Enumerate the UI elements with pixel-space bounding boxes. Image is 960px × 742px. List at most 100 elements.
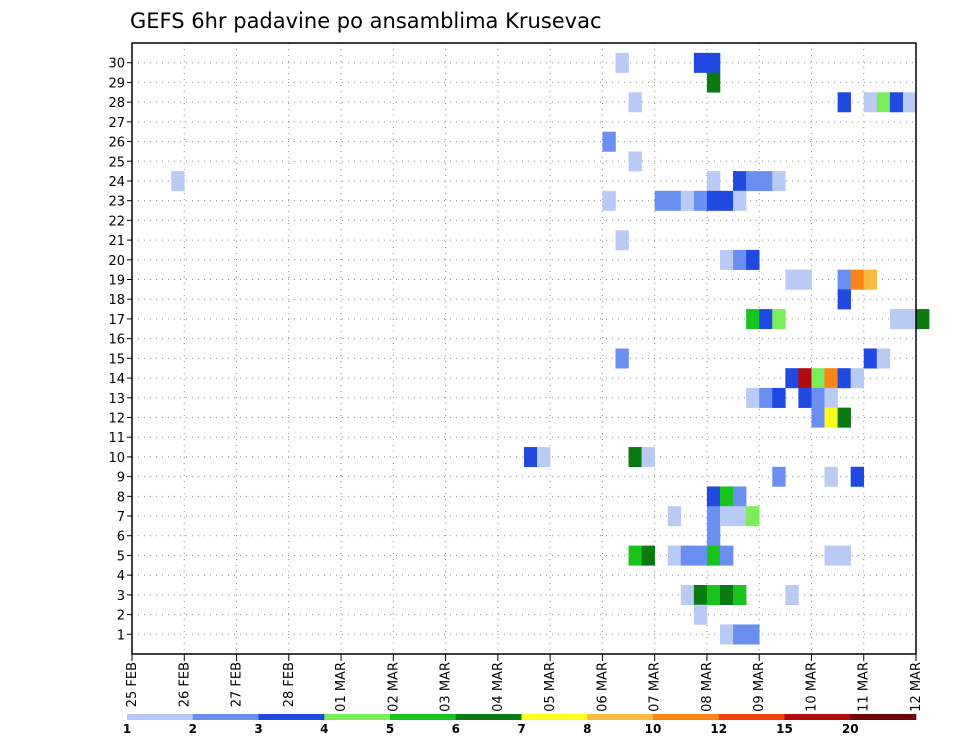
y-tick-label: 10 — [108, 451, 125, 466]
y-tick-label: 8 — [117, 490, 125, 505]
data-cell — [746, 387, 760, 408]
data-cell — [759, 387, 773, 408]
y-tick-label: 29 — [108, 76, 125, 91]
x-tick-label: 11 MAR — [857, 662, 872, 712]
data-cell — [863, 92, 878, 113]
data-cell — [889, 92, 904, 113]
y-tick-label: 7 — [117, 510, 125, 525]
data-cell — [720, 624, 734, 645]
y-tick-label: 2 — [117, 609, 125, 624]
x-tick-label: 08 MAR — [700, 662, 715, 712]
y-tick-label: 21 — [108, 234, 125, 249]
y-tick-label: 20 — [108, 254, 125, 269]
data-cell — [628, 447, 642, 468]
data-cell — [746, 506, 760, 527]
legend-label: 2 — [189, 722, 197, 736]
data-cell — [837, 368, 851, 389]
y-tick-label: 27 — [108, 116, 125, 131]
data-cell — [693, 545, 708, 566]
data-cell — [824, 545, 838, 566]
data-cell — [798, 269, 812, 290]
data-cell — [811, 387, 825, 408]
grid-lines — [132, 43, 916, 654]
x-tick-label: 03 MAR — [439, 662, 454, 712]
x-tick-label: 07 MAR — [648, 662, 663, 712]
y-tick-label: 14 — [108, 372, 125, 387]
legend-label: 15 — [776, 722, 793, 736]
data-cell — [733, 171, 747, 192]
data-cell — [524, 447, 538, 468]
y-tick-label: 28 — [108, 96, 125, 111]
legend-label: 12 — [710, 722, 727, 736]
y-tick-label: 15 — [108, 352, 125, 367]
y-tick-label: 11 — [108, 431, 125, 446]
data-cell — [693, 604, 708, 625]
data-cell — [824, 407, 838, 428]
data-cell — [706, 585, 721, 606]
x-tick-label: 10 MAR — [804, 662, 819, 712]
data-cell — [824, 466, 838, 487]
legend-label: 3 — [254, 722, 262, 736]
data-cell — [733, 585, 747, 606]
y-tick-label: 12 — [108, 411, 125, 426]
y-tick-label: 23 — [108, 195, 125, 210]
data-cell — [667, 545, 682, 566]
legend-swatch — [455, 714, 522, 720]
data-cell — [798, 368, 812, 389]
data-cell — [693, 585, 708, 606]
legend-swatch — [192, 714, 259, 720]
data-cell — [693, 52, 708, 73]
y-tick-label: 16 — [108, 333, 125, 348]
legend-swatch — [784, 714, 851, 720]
y-tick-label: 1 — [117, 628, 125, 643]
data-cell — [706, 545, 721, 566]
data-cell — [720, 190, 734, 211]
legend-label: 10 — [645, 722, 662, 736]
y-tick-label: 17 — [108, 313, 125, 328]
x-tick-label: 06 MAR — [595, 662, 610, 712]
data-cell — [785, 368, 799, 389]
data-cell — [171, 171, 185, 192]
data-cell — [850, 269, 865, 290]
data-cell — [746, 171, 760, 192]
x-tick-label: 01 MAR — [334, 662, 349, 712]
y-tick-label: 3 — [117, 589, 125, 604]
data-cell — [667, 190, 682, 211]
data-cell — [720, 506, 734, 527]
data-cell — [746, 624, 760, 645]
data-cell — [902, 92, 917, 113]
data-cell — [706, 190, 721, 211]
data-cell — [733, 506, 747, 527]
legend-label: 1 — [123, 722, 131, 736]
data-cell — [720, 585, 734, 606]
data-cell — [837, 269, 851, 290]
chart-title: GEFS 6hr padavine po ansamblima Krusevac — [130, 9, 602, 33]
y-tick-label: 5 — [117, 549, 125, 564]
data-cell — [628, 92, 642, 113]
data-cell — [628, 151, 642, 172]
data-cell — [706, 52, 721, 73]
data-cell — [772, 171, 786, 192]
data-cell — [863, 348, 878, 369]
data-cell — [680, 190, 695, 211]
data-cell — [615, 52, 629, 73]
data-cell — [824, 387, 838, 408]
data-cell — [824, 368, 838, 389]
data-cell — [772, 466, 786, 487]
y-tick-label: 9 — [117, 471, 125, 486]
data-cell — [837, 545, 851, 566]
heatmap-cells — [171, 52, 930, 645]
x-tick-label: 28 FEB — [282, 662, 297, 707]
data-cell — [667, 506, 682, 527]
data-cell — [785, 269, 799, 290]
x-tick-label: 02 MAR — [386, 662, 401, 712]
x-tick-label: 12 MAR — [909, 662, 924, 712]
legend-swatch — [718, 714, 785, 720]
y-tick-label: 18 — [108, 293, 125, 308]
data-cell — [837, 289, 851, 310]
data-cell — [811, 368, 825, 389]
data-cell — [615, 348, 629, 369]
plot-frame — [131, 42, 917, 655]
data-cell — [876, 92, 891, 113]
